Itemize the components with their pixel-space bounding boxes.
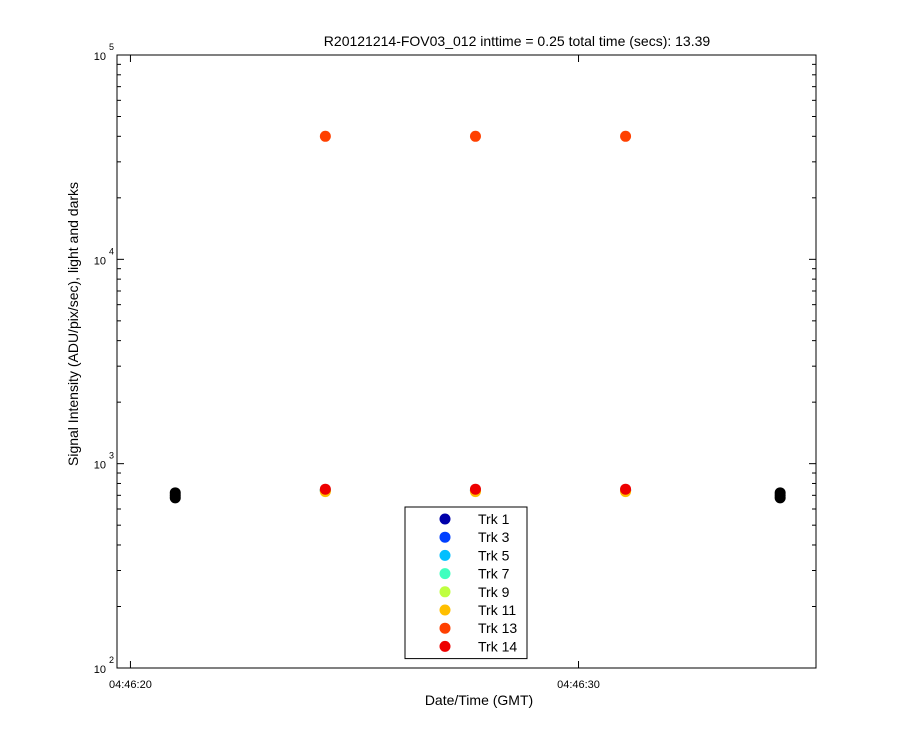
marks-layer	[169, 130, 786, 504]
legend-marker-trk-14	[439, 640, 451, 652]
legend-marker-trk-7	[439, 568, 451, 580]
y-axis-label: Signal Intensity (ADU/pix/sec), light an…	[65, 182, 81, 466]
legend-label-trk-13: Trk 13	[478, 620, 517, 636]
y-tick-exponent: 4	[109, 246, 114, 256]
legend-label-trk-14: Trk 14	[478, 638, 517, 654]
legend-label-trk-5: Trk 5	[478, 547, 510, 563]
y-tick-exponent: 3	[109, 451, 114, 461]
point-trk-13	[469, 130, 481, 142]
legend-label-trk-11: Trk 11	[478, 602, 516, 618]
point-trk-14	[620, 483, 632, 495]
legend-marker-trk-1	[439, 513, 451, 525]
x-tick-label: 04:46:20	[109, 679, 152, 691]
x-tick-label: 04:46:30	[557, 679, 600, 691]
legend-label-trk-1: Trk 1	[478, 511, 510, 527]
x-axis-label: Date/Time (GMT)	[425, 692, 533, 708]
y-tick-label: 10	[94, 255, 106, 267]
legend-marker-trk-9	[439, 586, 451, 598]
legend-marker-trk-5	[439, 549, 451, 561]
legend: Trk 1 Trk 3 Trk 5 Trk 7 Trk 9 Trk 11 Trk 13 Trk…	[404, 506, 528, 660]
y-tick-exponent: 5	[109, 42, 114, 52]
legend-box	[404, 506, 528, 660]
dark-point	[774, 487, 786, 499]
point-trk-14	[319, 483, 331, 495]
y-tick-label: 10	[94, 51, 106, 63]
legend-label-trk-7: Trk 7	[478, 566, 510, 582]
dark-point	[169, 487, 181, 499]
legend-label-trk-3: Trk 3	[478, 529, 510, 545]
y-tick-label: 10	[94, 664, 106, 676]
point-trk-13	[319, 130, 331, 142]
y-tick-exponent: 2	[109, 655, 114, 665]
point-trk-14	[469, 483, 481, 495]
legend-marker-trk-3	[439, 531, 451, 543]
legend-label-trk-9: Trk 9	[478, 584, 510, 600]
y-tick-label: 10	[94, 460, 106, 472]
legend-marker-trk-13	[439, 622, 451, 634]
chart-title: R20121214-FOV03_012 inttime = 0.25 total…	[324, 33, 711, 49]
point-trk-13	[620, 130, 632, 142]
legend-marker-trk-11	[439, 604, 451, 616]
